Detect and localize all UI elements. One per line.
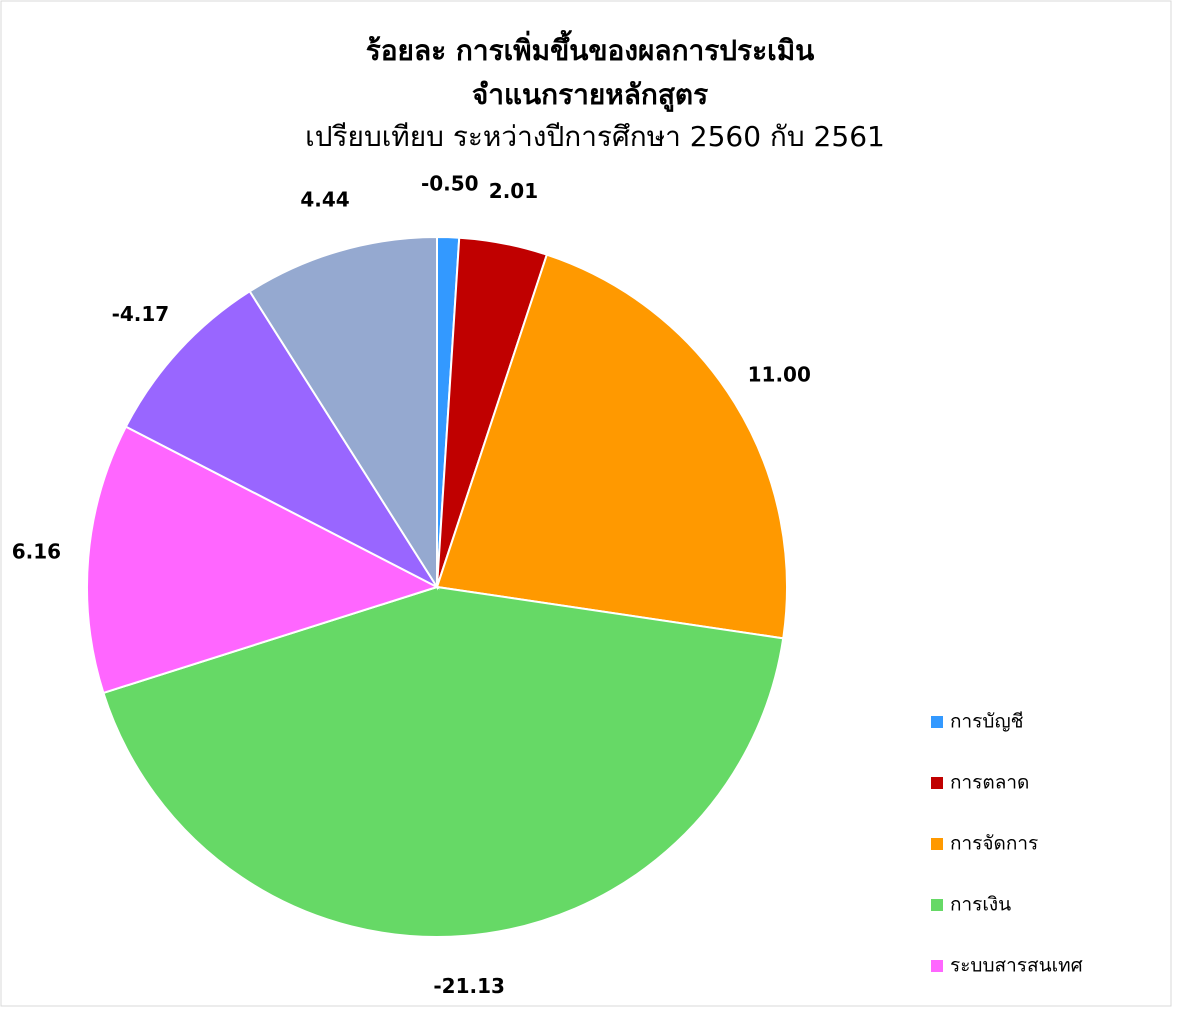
data-label: 6.16 [12, 540, 61, 564]
chart-title: จำแนกรายหลักสูตร [472, 78, 708, 112]
legend-label: การตลาด [950, 772, 1029, 794]
legend-label: ระบบสารสนเทศ [950, 955, 1083, 977]
pie-slice [86, 425, 440, 695]
data-label: -0.50 [421, 172, 479, 196]
legend-swatch [931, 899, 943, 911]
legend-swatch [931, 716, 943, 728]
pie-slice [124, 289, 440, 590]
chart-subtitle: เปรียบเทียบ ระหว่างปีการศึกษา 2560 กับ 2… [305, 120, 885, 153]
pie-slice [435, 253, 788, 640]
chart-title: ร้อยละ การเพิ่มขึ้นของผลการประเมิน [366, 29, 815, 67]
legend-swatch [931, 960, 943, 972]
data-label: 4.44 [300, 187, 349, 211]
legend-label: การเงิน [950, 894, 1011, 916]
legend-label: การจัดการ [950, 833, 1038, 855]
data-label: 2.01 [489, 179, 538, 203]
data-label: 11.00 [748, 363, 811, 387]
pie-slice [102, 585, 785, 938]
legend-swatch [931, 838, 943, 850]
legend-label: การบัญชี [950, 711, 1024, 733]
pie-slice [248, 235, 438, 591]
data-label: -4.17 [112, 302, 170, 326]
legend-swatch [931, 777, 943, 789]
data-label: -21.13 [433, 974, 505, 998]
